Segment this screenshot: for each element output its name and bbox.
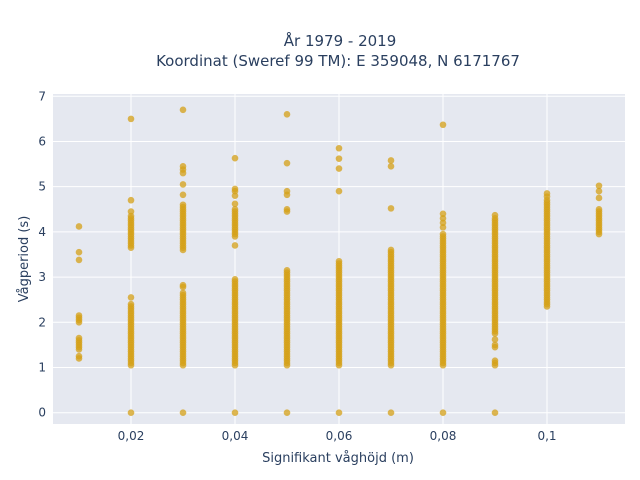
data-point xyxy=(335,144,343,152)
data-point xyxy=(387,409,395,416)
y-tick-label: 3 xyxy=(38,270,46,284)
data-point xyxy=(439,409,447,416)
data-point xyxy=(231,276,239,283)
data-point xyxy=(179,201,187,209)
data-point xyxy=(595,205,603,213)
data-point xyxy=(127,409,135,416)
data-point xyxy=(491,211,499,219)
data-point xyxy=(387,157,395,164)
data-point xyxy=(231,154,239,162)
data-point xyxy=(439,224,447,231)
x-tick-label: 0,1 xyxy=(537,429,556,443)
data-point xyxy=(179,163,187,170)
data-point xyxy=(439,219,447,227)
data-point xyxy=(595,187,603,195)
data-point xyxy=(335,165,343,172)
data-point xyxy=(179,181,187,188)
data-point xyxy=(439,215,447,222)
data-point xyxy=(75,256,83,264)
data-point xyxy=(231,185,239,193)
data-point xyxy=(127,196,135,204)
data-point xyxy=(387,246,395,254)
data-point xyxy=(283,159,291,167)
x-tick-label: 0,04 xyxy=(222,429,249,443)
data-point xyxy=(543,190,551,197)
y-tick-label: 6 xyxy=(38,134,46,148)
y-tick-label: 5 xyxy=(38,180,46,194)
data-point xyxy=(179,281,187,289)
y-tick-label: 2 xyxy=(38,315,46,329)
x-axis-ticks: 0,02 0,04 0,06 0,08 0,1 xyxy=(118,429,557,443)
y-tick-label: 1 xyxy=(38,360,46,374)
x-axis-title: Signifikant våghöjd (m) xyxy=(262,451,414,466)
x-tick-label: 0,06 xyxy=(326,429,353,443)
data-point xyxy=(231,192,239,200)
data-point xyxy=(387,205,395,212)
y-axis-ticks: 0 1 2 3 4 5 6 7 xyxy=(38,89,46,419)
data-point xyxy=(75,334,83,342)
data-point xyxy=(283,205,291,213)
data-point xyxy=(127,300,135,308)
data-point xyxy=(283,111,291,118)
data-point xyxy=(283,409,291,416)
data-point xyxy=(231,205,239,213)
data-point xyxy=(439,121,447,129)
x-tick-label: 0,08 xyxy=(430,429,457,443)
data-point xyxy=(127,294,135,301)
data-point xyxy=(335,257,343,265)
data-point xyxy=(127,115,135,123)
data-point xyxy=(179,289,187,297)
data-point xyxy=(283,267,291,274)
data-point xyxy=(179,191,187,199)
y-tick-label: 0 xyxy=(38,406,46,420)
data-point xyxy=(75,352,83,360)
y-tick-label: 7 xyxy=(38,89,46,103)
data-point xyxy=(127,212,135,220)
data-point xyxy=(75,248,83,256)
data-point xyxy=(179,106,187,114)
y-axis-title: Vågperiod (s) xyxy=(17,216,32,303)
data-point xyxy=(179,409,187,416)
chart-title-line2: Koordinat (Sweref 99 TM): E 359048, N 61… xyxy=(156,52,520,70)
data-point xyxy=(231,200,239,208)
data-point xyxy=(491,357,499,365)
data-point xyxy=(335,155,343,162)
data-point xyxy=(439,230,447,238)
data-point xyxy=(491,341,499,349)
data-point xyxy=(231,242,239,249)
data-point xyxy=(595,182,603,190)
x-tick-label: 0,02 xyxy=(118,429,145,443)
data-point xyxy=(283,187,291,195)
data-point xyxy=(231,409,239,416)
data-points xyxy=(75,106,603,416)
data-point xyxy=(335,409,343,416)
data-point xyxy=(75,312,83,319)
data-point xyxy=(439,210,447,218)
data-point xyxy=(75,223,83,230)
data-point xyxy=(387,163,395,170)
data-point xyxy=(491,336,499,343)
data-point xyxy=(491,409,499,416)
data-point xyxy=(127,208,135,215)
chart-title-line1: År 1979 - 2019 xyxy=(284,31,397,50)
data-point xyxy=(595,194,603,202)
y-tick-label: 4 xyxy=(38,225,46,239)
data-point xyxy=(335,187,343,195)
